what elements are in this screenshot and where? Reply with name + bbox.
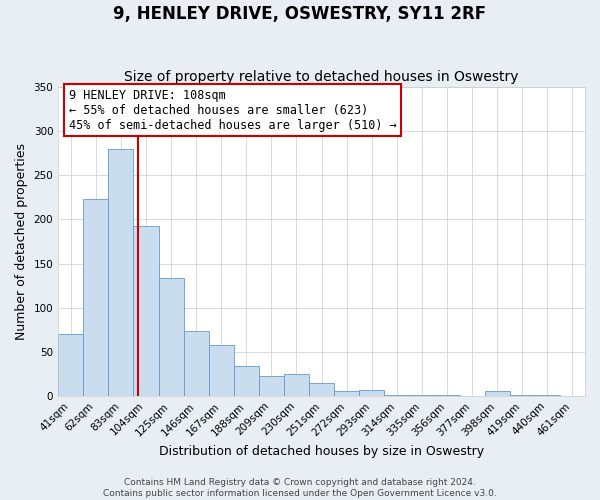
X-axis label: Distribution of detached houses by size in Oswestry: Distribution of detached houses by size … — [159, 444, 484, 458]
Bar — [359, 390, 385, 396]
Text: Contains HM Land Registry data © Crown copyright and database right 2024.
Contai: Contains HM Land Registry data © Crown c… — [103, 478, 497, 498]
Bar — [234, 366, 259, 396]
Bar — [409, 395, 434, 396]
Bar — [184, 332, 209, 396]
Y-axis label: Number of detached properties: Number of detached properties — [15, 143, 28, 340]
Text: 9, HENLEY DRIVE, OSWESTRY, SY11 2RF: 9, HENLEY DRIVE, OSWESTRY, SY11 2RF — [113, 5, 487, 23]
Bar — [485, 392, 510, 396]
Bar — [535, 395, 560, 396]
Bar — [158, 278, 184, 396]
Bar — [133, 226, 158, 396]
Bar — [309, 382, 334, 396]
Bar — [83, 199, 109, 396]
Title: Size of property relative to detached houses in Oswestry: Size of property relative to detached ho… — [124, 70, 519, 85]
Bar — [109, 149, 133, 396]
Bar — [385, 395, 409, 396]
Bar — [434, 395, 460, 396]
Text: 9 HENLEY DRIVE: 108sqm
← 55% of detached houses are smaller (623)
45% of semi-de: 9 HENLEY DRIVE: 108sqm ← 55% of detached… — [69, 88, 397, 132]
Bar — [284, 374, 309, 396]
Bar — [510, 395, 535, 396]
Bar — [259, 376, 284, 396]
Bar — [58, 334, 83, 396]
Bar — [209, 344, 234, 396]
Bar — [334, 392, 359, 396]
